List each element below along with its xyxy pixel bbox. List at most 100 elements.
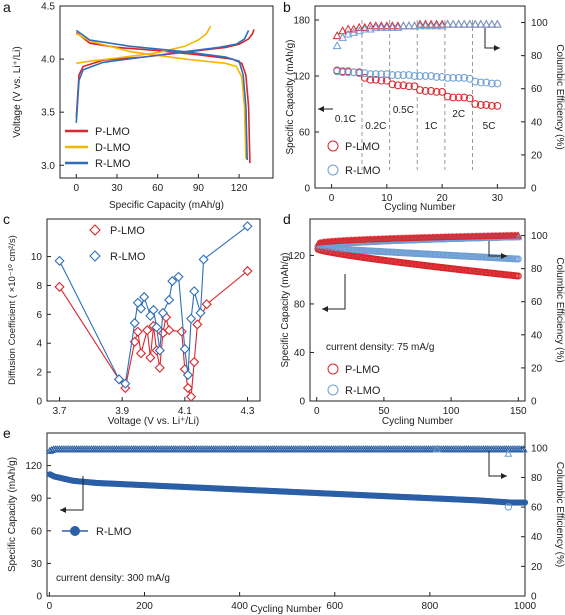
- panel-b-capacity-P-point: [427, 87, 435, 95]
- panel-b-efficiency-R-point: [343, 29, 353, 38]
- panel-e-y-axis-label: Specific Capacity (mAh/g): [7, 457, 18, 572]
- panel-e-efficiency-outlier: [432, 445, 442, 453]
- panel-c-series-P-LMO-point: [142, 325, 153, 336]
- panel-c-series-R-LMO-point: [182, 369, 194, 381]
- panel-b-efficiency-R-point: [404, 21, 414, 30]
- panel-d-capacity-R-point: [514, 255, 522, 263]
- panel-b-efficiency-P-point: [332, 31, 342, 40]
- panel-b-arrow-efficiency: [484, 28, 500, 49]
- panel-b-capacity-P-point: [471, 100, 480, 108]
- panel-c-series-R-LMO-point: [154, 345, 165, 356]
- panel-b-capacity-P-point: [487, 101, 496, 110]
- panel-b-capacity-R-point: [487, 79, 496, 88]
- panel-d-y-tick-label: 0: [299, 397, 305, 408]
- panel-b-y-tick-label: 0: [304, 184, 310, 195]
- panel-e-y2-tick-label: 0: [531, 592, 537, 603]
- panel-a-legend-label: P-LMO: [95, 126, 130, 138]
- panel-b-efficiency-P-point: [432, 19, 442, 28]
- panel-b-rate-label: 2C: [452, 109, 465, 120]
- panel-b-efficiency-R-point: [349, 27, 359, 36]
- panel-b-x-tick-label: 20: [437, 193, 449, 204]
- panel-e-y-tick-label: 30: [31, 559, 43, 570]
- panel-b-capacity-R-point: [476, 78, 485, 87]
- panel-e-x-tick-label: 200: [136, 601, 153, 612]
- panel-e-arrow-capacity: [60, 476, 84, 511]
- panel-d-x-tick-label: 100: [443, 406, 460, 417]
- panel-b-y2-tick-label: 20: [531, 150, 543, 161]
- panel-e-x-tick-label: 600: [326, 601, 343, 612]
- panel-c-series-R-LMO-point: [151, 322, 162, 333]
- panel-a-legend-label: R-LMO: [95, 158, 131, 170]
- panel-c-series-R-LMO-line: [59, 225, 248, 385]
- panel-b-capacity-R-point: [482, 78, 491, 87]
- panel-b-x-tick-label: 30: [492, 193, 504, 204]
- panel-c-series-R-LMO-point: [195, 307, 206, 318]
- panel-b-capacity-R-point: [355, 69, 364, 78]
- panel-c-series-R-LMO-point: [157, 307, 168, 318]
- panel-b-efficiency-R-point: [332, 41, 342, 50]
- panel-b-rate-label: 0.5C: [393, 105, 414, 116]
- panel-e-y2-tick-label: 20: [531, 562, 543, 573]
- panel-b-y2-tick-label: 100: [531, 18, 548, 29]
- panel-b-legend-label: P-LMO: [345, 141, 380, 153]
- panel-b-y2-tick-label: 60: [531, 84, 543, 95]
- panel-d-arrow-capacity-head: [322, 306, 328, 312]
- panel-b-efficiency-R-point: [387, 22, 397, 31]
- panel-e-arrow-capacity-head: [60, 507, 66, 513]
- panel-b-capacity-P-point: [405, 82, 413, 91]
- panel-b-capacity-R-point: [344, 68, 353, 77]
- panel-d-legend-marker: [327, 384, 339, 396]
- panel-a-x-tick-label: 60: [152, 183, 164, 194]
- panel-b-rate-label: 0.1C: [335, 114, 356, 125]
- panel-b-capacity-P-point: [438, 87, 447, 96]
- panel-c-series-R-LMO-point: [148, 304, 159, 316]
- panel-b-efficiency-P-point: [349, 24, 359, 33]
- panel-c-series-R-LMO-point: [135, 303, 147, 314]
- panel-b-capacity-P-point: [454, 93, 463, 102]
- panel-b-efficiency-P-point: [371, 21, 381, 30]
- panel-e-y2-tick-label: 40: [531, 532, 543, 543]
- panel-a-series-R-LMO-charge-line: [75, 30, 250, 123]
- panel-c-y-tick-label: 6: [36, 310, 42, 321]
- panel-d-y-axis-label: Specific Capacity (mAh/g): [280, 252, 291, 367]
- panel-b-capacity-P-point: [360, 73, 369, 82]
- panel-b-capacity-R-point: [405, 71, 413, 79]
- panel-b-capacity-P-point: [388, 80, 397, 89]
- panel-b-efficiency-R-point: [421, 21, 430, 30]
- panel-label-c: c: [3, 211, 10, 227]
- panel-a-x-tick-label: 90: [193, 183, 205, 194]
- panel-c-series-R-LMO-point: [189, 286, 200, 297]
- panel-b-efficiency-R-point: [470, 19, 480, 28]
- panel-d-x-tick-label: 0: [314, 406, 320, 417]
- panel-b-efficiency-P-point: [354, 22, 364, 31]
- panel-b-rate-label: 0.2C: [365, 121, 386, 132]
- panel-c-series-R-LMO-point: [139, 291, 150, 303]
- panel-c-series-P-LMO-point: [145, 352, 156, 363]
- panel-c-legend-label: P-LMO: [110, 225, 145, 237]
- panel-e-y2-tick-label: 60: [531, 503, 543, 514]
- panel-b-capacity-P-point: [443, 92, 452, 101]
- panel-d-legend-label: R-LMO: [345, 385, 381, 397]
- panel-b-axes-frame: [314, 5, 526, 189]
- panel-c-series-R-LMO-point: [198, 254, 209, 265]
- panel-a-x-axis-label: Specific Capacity (mAh/g): [109, 200, 224, 211]
- panel-c-x-tick-label: 3.9: [115, 406, 129, 417]
- panel-b-capacity-R-point: [399, 71, 408, 79]
- panel-c-series-R-LMO-point: [179, 343, 190, 355]
- panel-e-x-tick-label: 400: [231, 601, 248, 612]
- panel-d-arrow-capacity: [322, 274, 346, 310]
- panel-a-axes-frame: [59, 5, 274, 179]
- panel-e-efficiency-point: [519, 445, 528, 453]
- panel-b-capacity-R-point: [377, 70, 386, 79]
- panel-b-arrow-efficiency-head: [494, 45, 500, 51]
- panel-b-arrow-capacity-head: [318, 106, 324, 112]
- panel-b-efficiency-R-point: [481, 19, 491, 28]
- panel-a-x-tick-label: 0: [73, 183, 79, 194]
- panel-b-capacity-R-point: [360, 69, 369, 78]
- panel-b-efficiency-P-point: [421, 19, 430, 28]
- panel-label-d: d: [283, 211, 291, 227]
- panel-c-y-tick-label: 0: [36, 397, 42, 408]
- panel-b-capacity-R-point: [382, 70, 391, 79]
- panel-e-y-tick-label: 0: [36, 592, 42, 603]
